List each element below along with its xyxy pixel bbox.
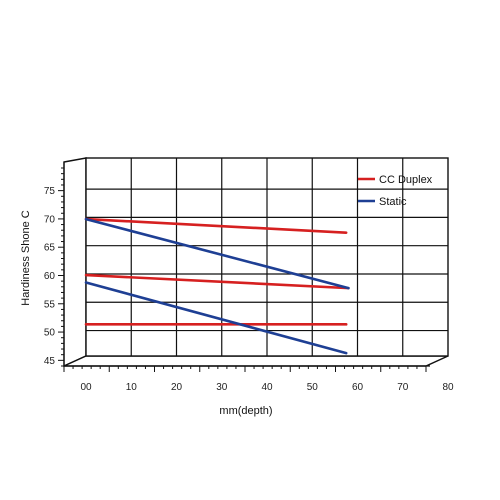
x-tick-label: 30 <box>216 382 228 393</box>
x-axis <box>63 365 430 372</box>
legend-label: CC Duplex <box>379 174 433 186</box>
x-tick-label: 50 <box>307 382 319 393</box>
legend-label: Static <box>379 196 407 208</box>
y-tick-label: 55 <box>44 299 56 310</box>
series-lines <box>84 217 350 355</box>
y-axis-title: Hardiness Shone C <box>20 210 32 305</box>
y-axis <box>58 162 65 367</box>
grid <box>85 157 449 357</box>
x-tick-label: 20 <box>171 382 183 393</box>
y-tick-label: 70 <box>44 214 56 225</box>
y-tick-label: 45 <box>44 356 56 367</box>
x-tick-label: 80 <box>442 382 454 393</box>
x-tick-label: 00 <box>80 382 92 393</box>
x-tick-label: 70 <box>397 382 409 393</box>
floor <box>63 355 449 367</box>
y-tick-label: 60 <box>44 271 56 282</box>
y-tick-label: 75 <box>44 186 56 197</box>
series-line-cc-duplex <box>84 217 348 234</box>
legend: CC Duplex Static <box>358 174 433 208</box>
y-tick-label: 50 <box>44 328 56 339</box>
x-tick-label: 10 <box>126 382 138 393</box>
y-tick-label: 65 <box>44 243 56 254</box>
x-tick-labels: 00 10 20 30 40 50 60 70 80 <box>80 382 454 393</box>
side-wall-face <box>63 157 87 368</box>
series-line-cc-duplex <box>84 273 350 290</box>
y-tick-labels: 45 50 55 60 65 70 75 <box>44 186 56 367</box>
x-axis-title: mm(depth) <box>219 405 272 417</box>
series-line-static <box>84 217 350 290</box>
series-line-static <box>84 281 348 355</box>
x-tick-label: 40 <box>261 382 273 393</box>
floor-face <box>63 355 449 367</box>
side-wall <box>63 157 87 368</box>
x-tick-label: 60 <box>352 382 364 393</box>
